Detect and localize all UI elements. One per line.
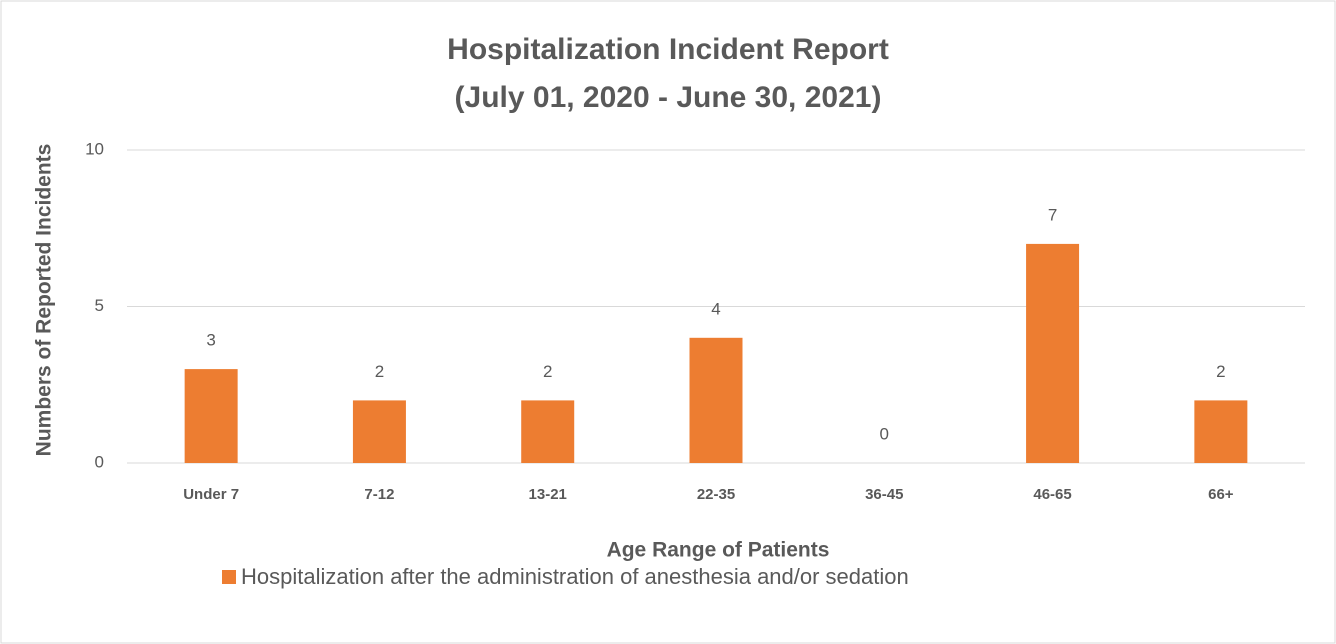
bar [689,337,743,463]
x-tick-label: 22-35 [697,486,735,503]
value-label: 0 [880,424,889,443]
bar [184,369,238,463]
legend-label: Hospitalization after the administration… [241,564,909,589]
value-label: 2 [1216,362,1225,381]
bar [1026,243,1080,463]
y-tick-label: 5 [95,296,104,315]
value-label: 4 [711,299,720,318]
value-label: 7 [1048,205,1057,224]
bar [521,400,575,463]
value-label: 2 [543,362,552,381]
y-tick-label: 0 [95,452,104,471]
y-tick-label: 10 [85,139,104,158]
value-label: 2 [375,362,384,381]
legend-swatch [222,570,236,584]
bar [352,400,406,463]
x-tick-label: 36-45 [865,486,903,503]
chart-title: Hospitalization Incident Report [447,33,889,66]
x-axis-title: Age Range of Patients [607,539,830,562]
x-tick-label: 13-21 [529,486,567,503]
x-tick-label: 46-65 [1033,486,1071,503]
x-tick-label: 7-12 [364,486,394,503]
y-axis-title: Numbers of Reported Incidents [33,144,56,457]
x-tick-label: 66+ [1208,486,1234,503]
chart-subtitle: (July 01, 2020 - June 30, 2021) [455,81,882,114]
value-label: 3 [206,331,215,350]
bar [1194,400,1248,463]
x-tick-label: Under 7 [183,486,239,503]
